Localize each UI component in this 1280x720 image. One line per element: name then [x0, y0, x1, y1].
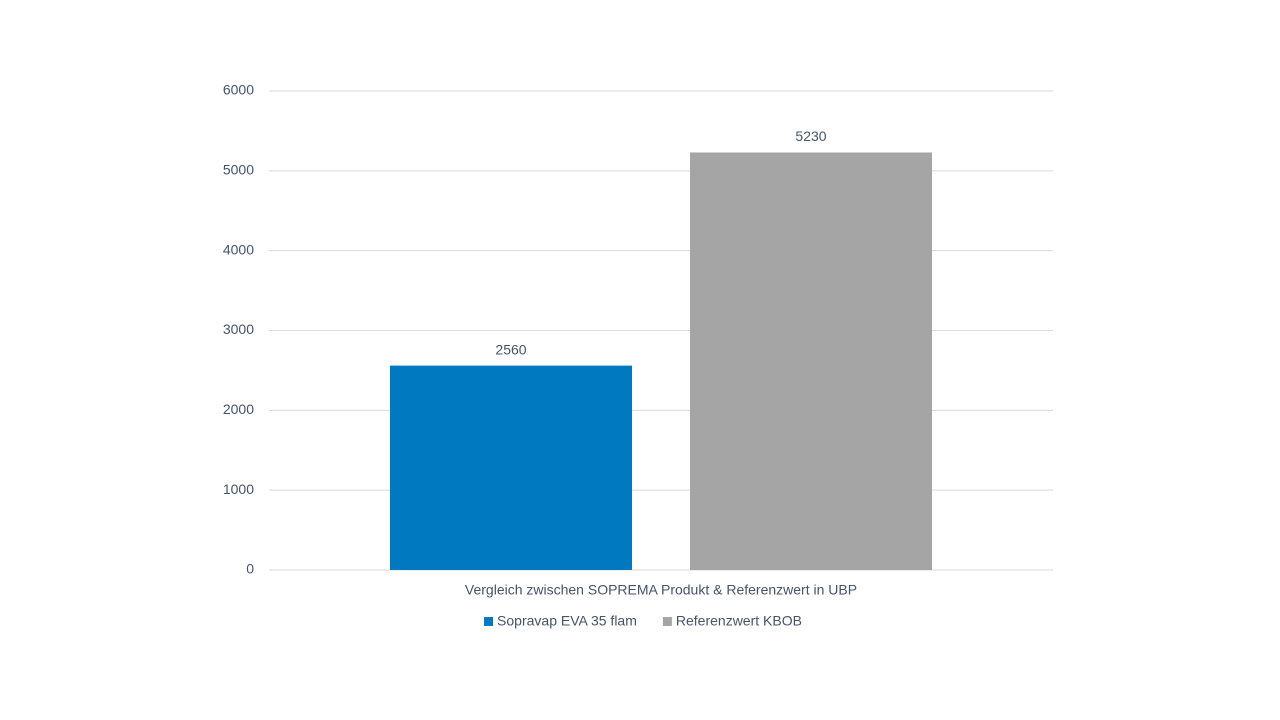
y-tick-label: 4000	[223, 241, 254, 257]
y-tick-label: 2000	[223, 401, 254, 417]
y-tick-label: 1000	[223, 481, 254, 497]
legend-swatch	[662, 617, 672, 626]
y-tick-label: 3000	[223, 321, 254, 337]
data-label: 5230	[795, 128, 826, 144]
y-tick-label: 0	[246, 561, 254, 577]
legend-label: Sopravap EVA 35 flam	[497, 613, 637, 629]
y-tick-label: 5000	[223, 162, 254, 178]
bar	[690, 152, 932, 570]
x-tick-label: Vergleich zwischen SOPREMA Produkt & Ref…	[465, 582, 857, 598]
legend-label: Referenzwert KBOB	[676, 613, 802, 629]
bar	[390, 365, 632, 570]
y-tick-label: 6000	[223, 82, 254, 98]
data-label: 2560	[495, 341, 526, 357]
legend: Sopravap EVA 35 flam Referenzwert KBOB	[484, 613, 802, 629]
legend-swatch	[484, 617, 494, 626]
